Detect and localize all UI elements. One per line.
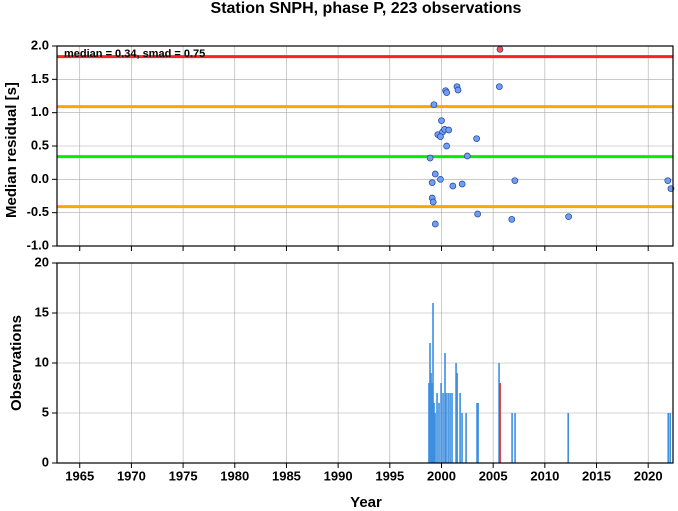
point	[426, 154, 434, 162]
x-tick-label: 1990	[324, 468, 353, 483]
point	[473, 135, 480, 143]
x-tick-label: 2005	[479, 468, 508, 483]
y-tick-label: 20	[35, 254, 49, 269]
bar	[444, 353, 446, 463]
point	[428, 179, 436, 187]
point	[463, 152, 471, 160]
x-tick-label: 1995	[375, 468, 404, 483]
y-tick-label: 0	[42, 454, 49, 469]
bar	[447, 393, 449, 463]
y-tick-label: 0.0	[31, 171, 49, 186]
point	[443, 142, 451, 150]
point	[474, 210, 482, 218]
point	[429, 198, 437, 206]
point	[430, 101, 438, 109]
point	[511, 177, 519, 185]
bar	[434, 413, 436, 463]
y-tick-label: -1.0	[27, 237, 49, 252]
bar	[432, 303, 434, 463]
bar	[476, 403, 478, 463]
point	[431, 170, 439, 178]
bar	[669, 413, 672, 463]
bar	[461, 413, 463, 463]
point	[496, 83, 503, 91]
point	[437, 133, 444, 141]
x-tick-label: 2020	[634, 468, 663, 483]
point	[664, 177, 672, 185]
bar	[465, 413, 467, 463]
bar	[428, 383, 430, 463]
y-tick-label: 10	[35, 354, 49, 369]
bar	[667, 413, 670, 463]
bar	[477, 403, 479, 463]
plot-frame	[56, 262, 674, 464]
point	[443, 89, 451, 97]
bar	[498, 363, 500, 463]
bar	[567, 413, 569, 463]
point	[437, 175, 444, 183]
point	[438, 117, 445, 125]
y-tick-label: 5	[42, 404, 49, 419]
bar	[431, 383, 433, 463]
y-tick-label: 15	[35, 304, 49, 319]
bar	[433, 403, 435, 463]
y-tick-label: 1.5	[31, 71, 49, 86]
point	[445, 126, 453, 134]
y-tick-label: -0.5	[27, 204, 49, 219]
y-tick-label: 1.0	[31, 104, 49, 119]
bar	[451, 393, 453, 463]
annotation: median = 0.34, smad = 0.75	[64, 48, 205, 60]
point	[496, 45, 504, 53]
x-tick-label: 2000	[427, 468, 456, 483]
bar	[436, 393, 438, 463]
bar	[449, 393, 451, 463]
chart-title: Station SNPH, phase P, 223 observations	[211, 0, 522, 17]
panel: -1.0 -0.5 0.0 0.5 1.0 1.5 2.0	[27, 37, 675, 252]
panel: 1965 1970 1975 1980 1985 1990 1995 2000 2005 2010…	[35, 254, 674, 483]
point	[454, 86, 462, 94]
bar	[430, 373, 432, 463]
x-tick-label: 1975	[169, 468, 198, 483]
point	[508, 215, 516, 223]
x-tick-label: 1980	[220, 468, 249, 483]
bar	[429, 343, 431, 463]
bar	[455, 363, 457, 463]
bar	[442, 393, 444, 463]
x-tick-label: 1985	[272, 468, 301, 483]
x-tick-label: 2015	[582, 468, 611, 483]
plot-frame	[56, 45, 674, 247]
bar	[438, 403, 440, 463]
bar	[440, 383, 442, 463]
x-tick-label: 2010	[530, 468, 559, 483]
y-axis-label: Observations	[8, 315, 25, 411]
bar	[511, 413, 513, 463]
point	[431, 220, 439, 228]
x-axis-label: Year	[350, 494, 382, 511]
point	[458, 180, 466, 188]
y-tick-label: 0.5	[31, 137, 49, 152]
bar	[514, 413, 516, 463]
y-axis-label: Median residual [s]	[3, 82, 20, 218]
x-tick-label: 1970	[117, 468, 146, 483]
bar	[456, 373, 458, 463]
point	[565, 213, 572, 221]
bar	[459, 393, 461, 463]
bar	[445, 393, 447, 463]
point	[449, 182, 457, 190]
x-tick-label: 1965	[65, 468, 94, 483]
y-tick-label: 2.0	[31, 37, 49, 52]
bar	[499, 383, 501, 463]
